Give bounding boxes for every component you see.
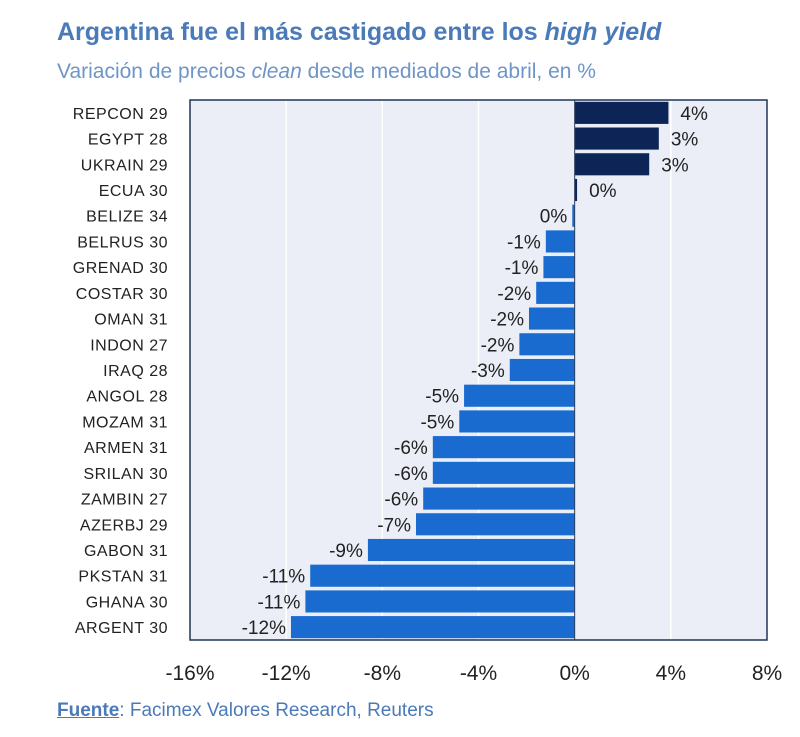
title-text: Argentina fue el más castigado entre los: [57, 18, 545, 46]
subtitle-text-2: desde mediados de abril, en %: [301, 60, 596, 83]
category-label: GABON 31: [84, 543, 168, 560]
chart-subtitle: Variación de precios clean desde mediado…: [57, 60, 596, 84]
data-label: -2%: [490, 310, 524, 331]
bar: [545, 230, 575, 253]
category-label: BELIZE 34: [86, 209, 168, 226]
category-label: COSTAR 30: [76, 286, 168, 303]
data-label: 0%: [540, 207, 568, 228]
data-label: -6%: [394, 464, 428, 485]
bar: [536, 281, 575, 304]
data-label: -6%: [394, 438, 428, 459]
chart-title: Argentina fue el más castigado entre los…: [57, 18, 661, 47]
data-label: -1%: [507, 232, 541, 253]
bar: [543, 256, 575, 279]
bar: [528, 307, 575, 330]
bar: [459, 410, 575, 433]
category-label: UKRAIN 29: [81, 157, 168, 174]
category-label: ECUA 30: [99, 183, 168, 200]
bar: [574, 153, 650, 176]
category-label: AZERBJ 29: [80, 517, 168, 534]
category-label: REPCON 29: [73, 106, 168, 123]
x-tick-label: 0%: [559, 662, 589, 685]
category-label: ANGOL 28: [86, 389, 168, 406]
bar: [432, 436, 575, 459]
data-label: -9%: [329, 541, 363, 562]
source-label: Fuente: [57, 700, 120, 721]
data-label: -11%: [262, 567, 305, 588]
category-label: ARGENT 30: [75, 620, 168, 637]
source-note: Fuente: Facimex Valores Research, Reuter…: [57, 700, 434, 722]
data-label: -3%: [471, 361, 505, 382]
data-label: -1%: [505, 258, 539, 279]
bar: [464, 384, 575, 407]
data-label: -7%: [377, 515, 411, 536]
category-label: GHANA 30: [86, 594, 168, 611]
category-label: PKSTAN 31: [78, 569, 168, 586]
data-label: 0%: [589, 181, 617, 202]
data-label: -2%: [497, 284, 531, 305]
x-tick-label: -16%: [165, 662, 214, 685]
x-tick-label: 4%: [656, 662, 686, 685]
category-label: ZAMBIN 27: [81, 492, 168, 509]
title-emphasis: high yield: [544, 18, 662, 46]
category-label: SRILAN 30: [83, 466, 168, 483]
x-tick-label: -8%: [364, 662, 401, 685]
bar: [572, 204, 575, 227]
plot-frame: [189, 99, 768, 641]
data-label: -12%: [242, 618, 286, 639]
bar: [415, 513, 575, 536]
bar: [310, 564, 575, 587]
bar: [305, 590, 575, 613]
subtitle-text-1: Variación de precios: [57, 60, 252, 83]
data-label: 3%: [661, 155, 689, 176]
category-label: MOZAM 31: [82, 414, 168, 431]
bar: [574, 127, 659, 150]
x-tick-label: 8%: [752, 662, 782, 685]
bar: [367, 538, 575, 562]
category-label: INDON 27: [90, 337, 168, 354]
data-label: -5%: [420, 412, 454, 433]
bar: [509, 358, 575, 382]
subtitle-emphasis: clean: [251, 60, 302, 83]
bar: [519, 333, 575, 356]
category-label: EGYPT 28: [88, 132, 168, 149]
data-label: -5%: [425, 387, 459, 408]
bar: [574, 101, 669, 124]
bar: [423, 487, 575, 510]
data-label: -11%: [257, 592, 300, 613]
category-label: OMAN 31: [94, 312, 168, 329]
category-label: BELRUS 30: [77, 234, 168, 251]
data-label: -2%: [481, 335, 515, 356]
x-tick-label: -4%: [460, 662, 497, 685]
category-label: ARMEN 31: [84, 440, 168, 457]
x-tick-label: -12%: [262, 662, 311, 685]
data-label: 3%: [671, 130, 699, 151]
bar: [290, 616, 575, 639]
bar: [432, 461, 575, 484]
data-label: 4%: [680, 104, 708, 125]
category-label: IRAQ 28: [103, 363, 168, 380]
category-label: GRENAD 30: [73, 260, 168, 277]
bar: [574, 178, 578, 202]
data-label: -6%: [384, 490, 418, 511]
source-text: : Facimex Valores Research, Reuters: [119, 700, 434, 721]
